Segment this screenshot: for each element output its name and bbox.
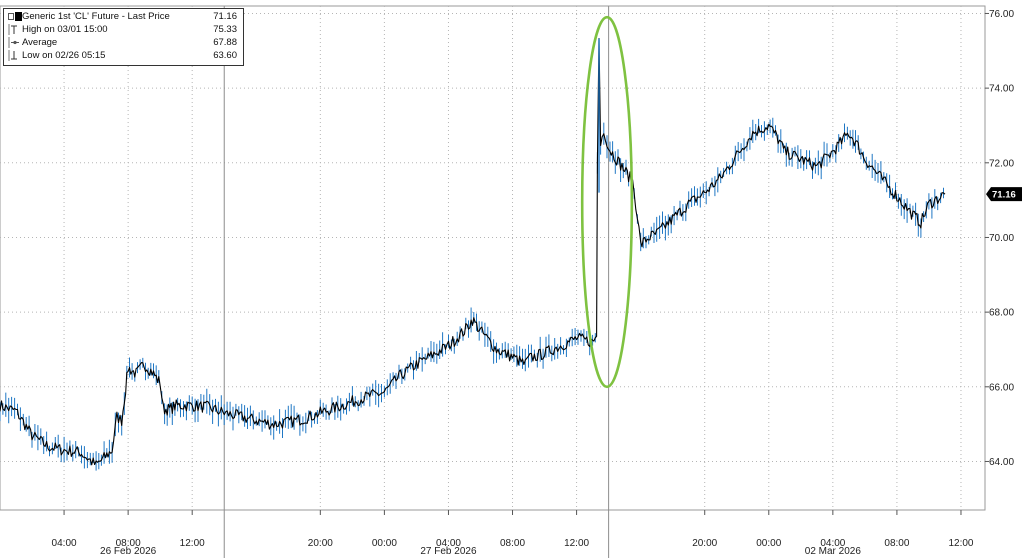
y-tick-label: 64.00: [989, 457, 1014, 468]
y-tick-label: 72.00: [989, 158, 1014, 169]
y-tick-label: 70.00: [989, 233, 1014, 244]
y-tick-label: 66.00: [989, 382, 1014, 393]
legend-label: Low on 02/26 05:15: [22, 50, 106, 61]
last-value-tag: [986, 187, 1022, 202]
x-tick-label: 04:00: [436, 538, 461, 549]
y-tick-label: 76.00: [989, 9, 1014, 20]
legend-label: Generic 1st 'CL' Future - Last Price: [22, 11, 170, 22]
chart-annotation: [580, 15, 634, 389]
legend-entry-average: Average 67.88: [8, 36, 239, 49]
legend-label: Average: [22, 37, 58, 48]
low-marker-icon: [8, 50, 22, 61]
x-date-label: 02 Mar 2026: [805, 546, 862, 557]
legend-entry-high: High on 03/01 15:00 75.33: [8, 23, 239, 36]
x-tick-label: 00:00: [756, 538, 781, 549]
chart-legend: Generic 1st 'CL' Future - Last Price 71.…: [3, 8, 244, 66]
x-date-label: 26 Feb 2026: [100, 546, 157, 557]
x-tick-label: 12:00: [180, 538, 205, 549]
x-tick-label: 04:00: [820, 538, 845, 549]
chart-gridlines: [0, 5, 986, 558]
legend-entry-last-price: Generic 1st 'CL' Future - Last Price 71.…: [8, 10, 239, 23]
x-tick-label: 12:00: [948, 538, 973, 549]
legend-value: 63.60: [213, 50, 237, 61]
x-date-label: 27 Feb 2026: [420, 546, 477, 557]
legend-entry-low: Low on 02/26 05:15 63.60: [8, 49, 239, 62]
y-tick-label: 68.00: [989, 308, 1014, 319]
legend-value: 75.33: [213, 24, 237, 35]
legend-value: 67.88: [213, 37, 237, 48]
x-tick-label: 12:00: [564, 538, 589, 549]
legend-label: High on 03/01 15:00: [22, 24, 108, 35]
legend-value: 71.16: [213, 11, 237, 22]
last-value-label: 71.16: [992, 190, 1016, 201]
x-tick-label: 08:00: [884, 538, 909, 549]
x-tick-label: 20:00: [308, 538, 333, 549]
series-line-last-price: [0, 37, 946, 466]
x-tick-label: 08:00: [500, 538, 525, 549]
chart-series: [0, 37, 946, 471]
chart-axes: 64.00 66.00 68.00 70.00 72.00 74.00 76.00 71.16…: [52, 9, 1022, 557]
x-tick-label: 00:00: [372, 538, 397, 549]
high-marker-icon: [8, 24, 22, 35]
annotation-ellipse: [580, 15, 634, 389]
average-marker-icon: [8, 37, 22, 48]
x-tick-label: 20:00: [692, 538, 717, 549]
x-tick-label: 04:00: [52, 538, 77, 549]
y-tick-label: 74.00: [989, 84, 1014, 95]
black-square-icon: [8, 12, 22, 21]
x-tick-label: 08:00: [116, 538, 141, 549]
plot-frame: [0, 5, 986, 511]
series-range-bars: [0, 117, 944, 471]
